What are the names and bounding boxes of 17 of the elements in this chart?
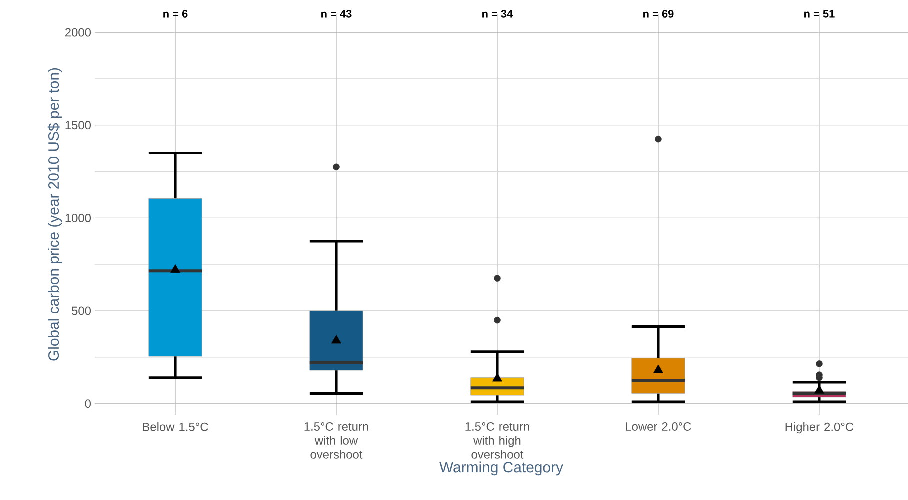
x-tick-label: Higher 2.0°C	[786, 422, 854, 434]
x-tick-label: 1.5°C return with high overshoot	[466, 422, 530, 459]
y-tick-label: 0	[85, 400, 92, 408]
annotation: n = 6	[164, 10, 188, 18]
y-tick-label: 1500	[66, 121, 92, 130]
x-tick-label: Below 1.5°C	[143, 422, 208, 432]
annotation: n = 34	[482, 10, 514, 18]
x-tick-label: Lower 2.0°C	[626, 422, 692, 431]
x-tick-label: 1.5°C return with low overshoot	[304, 422, 368, 459]
annotation: n = 51	[804, 10, 835, 18]
y-axis-title: Global carbon price (year 2010 US$ per ton)	[48, 68, 62, 361]
annotation: n = 69	[644, 10, 674, 18]
annotation: n = 43	[322, 10, 352, 18]
y-tick-label: 1000	[66, 214, 92, 222]
y-tick-label: 500	[72, 306, 92, 316]
x-axis-title: Warming Category	[440, 462, 564, 476]
y-tick-label: 2000	[65, 28, 92, 37]
